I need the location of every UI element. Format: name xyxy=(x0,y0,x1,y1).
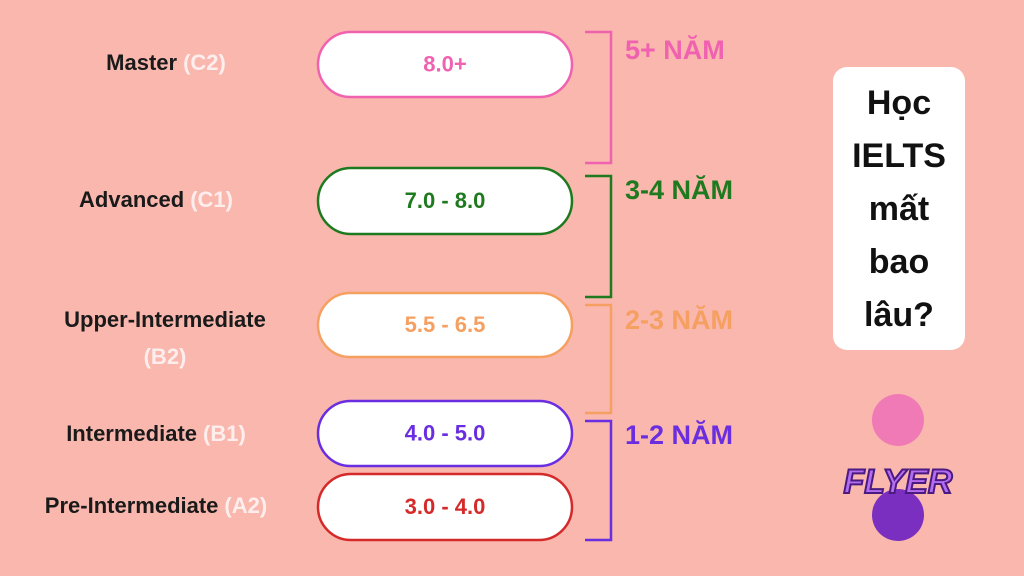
band-text: 5.5 - 6.5 xyxy=(405,312,486,337)
question-line: IELTS xyxy=(852,137,946,175)
band-text: 8.0+ xyxy=(423,51,466,76)
band-pill xyxy=(316,472,574,542)
level-code: (C1) xyxy=(190,187,233,212)
level-label: Pre-Intermediate (A2) xyxy=(45,493,267,518)
logo: FLYER xyxy=(843,394,954,541)
level-label: Intermediate (B1) xyxy=(66,421,246,446)
bracket xyxy=(585,30,613,165)
level-code: (B1) xyxy=(203,421,246,446)
question-card xyxy=(833,67,965,350)
duration-text: 5+ NĂM xyxy=(625,34,725,65)
level-name: Master xyxy=(106,50,177,75)
band-pill xyxy=(316,30,574,99)
question-line: Học xyxy=(867,84,931,122)
band-pill xyxy=(316,291,574,359)
duration-text: 3-4 NĂM xyxy=(625,174,733,205)
level-code: (B2) xyxy=(144,344,187,369)
bracket xyxy=(585,419,613,542)
logo-ball xyxy=(872,489,924,541)
band-pill xyxy=(316,166,574,236)
level-name: Pre-Intermediate xyxy=(45,493,219,518)
question-line: mất xyxy=(869,190,929,228)
mascot-head xyxy=(872,394,924,446)
level-code: (C2) xyxy=(183,50,226,75)
level-label: Advanced (C1) xyxy=(79,187,233,212)
level-name: Intermediate xyxy=(66,421,197,446)
bracket xyxy=(585,174,613,299)
level-name: Upper-Intermediate xyxy=(64,307,266,332)
duration-text: 1-2 NĂM xyxy=(625,419,733,450)
level-label: Master (C2) xyxy=(106,50,226,75)
question-line: lâu? xyxy=(864,296,934,334)
bracket xyxy=(585,303,613,415)
level-code: (A2) xyxy=(224,493,267,518)
duration-text: 2-3 NĂM xyxy=(625,304,733,335)
band-text: 3.0 - 4.0 xyxy=(405,494,486,519)
level-name: Advanced xyxy=(79,187,184,212)
band-text: 7.0 - 8.0 xyxy=(405,188,486,213)
question-line: bao xyxy=(869,243,929,281)
band-pill xyxy=(316,399,574,468)
logo-text: FLYER xyxy=(844,463,953,501)
band-text: 4.0 - 5.0 xyxy=(405,420,486,445)
